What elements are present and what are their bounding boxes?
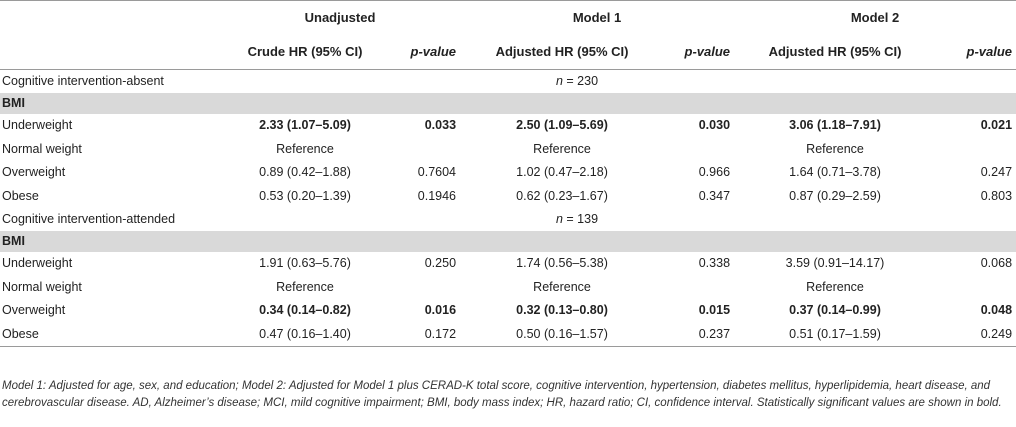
row-label: Normal weight xyxy=(2,279,82,294)
cell xyxy=(390,276,460,300)
cell: Reference xyxy=(276,279,334,294)
group-label: BMI xyxy=(0,231,220,252)
cell xyxy=(664,276,734,300)
cell: 3.06 (1.18–7.91) xyxy=(789,118,881,132)
cell: 0.048 xyxy=(980,303,1013,317)
table-row: Underweight 1.91 (0.63–5.76) 0.250 1.74 … xyxy=(0,252,1016,276)
cell: 1.74 (0.56–5.38) xyxy=(516,256,608,270)
row-label: Normal weight xyxy=(2,141,82,156)
group-row: BMI xyxy=(0,231,1016,252)
empty-corner-2 xyxy=(0,35,220,70)
cell: 1.64 (0.71–3.78) xyxy=(789,165,881,179)
section-title: Cognitive intervention-attended xyxy=(2,212,176,226)
cell: 0.7604 xyxy=(417,165,457,179)
table-row: Overweight 0.89 (0.42–1.88) 0.7604 1.02 … xyxy=(0,161,1016,185)
cell: 1.02 (0.47–2.18) xyxy=(516,165,608,179)
section-title-row: Cognitive intervention-absent n = 230 xyxy=(0,70,1016,94)
cell: 0.803 xyxy=(980,188,1013,203)
cell: 0.347 xyxy=(698,188,731,203)
column-header-row: Crude HR (95% CI) p-value Adjusted HR (9… xyxy=(0,35,1016,70)
section-title-row: Cognitive intervention-attended n = 139 xyxy=(0,208,1016,231)
cell: 0.015 xyxy=(698,303,731,317)
cell: 0.237 xyxy=(664,322,735,347)
table-row: Underweight 2.33 (1.07–5.09) 0.033 2.50 … xyxy=(0,114,1016,138)
cell: Reference xyxy=(276,141,334,156)
row-label: Overweight xyxy=(2,303,66,317)
row-label: Obese xyxy=(2,188,39,203)
sample-size: n = 230 xyxy=(555,74,599,88)
cell: 0.34 (0.14–0.82) xyxy=(259,303,351,317)
cell: 2.33 (1.07–5.09) xyxy=(259,118,351,132)
cell: 0.338 xyxy=(698,256,731,270)
table-row: Normal weight Reference Reference Refere… xyxy=(0,138,1016,162)
cell: 1.91 (0.63–5.76) xyxy=(259,256,351,270)
cell: 3.59 (0.91–14.17) xyxy=(785,256,885,270)
col-p-value-1: p-value xyxy=(390,35,461,70)
cell: 0.51 (0.17–1.59) xyxy=(734,322,937,347)
cell: 0.016 xyxy=(424,303,457,317)
group-header-row: Unadjusted Model 1 Model 2 xyxy=(0,0,1016,36)
cell: 0.068 xyxy=(980,256,1013,270)
cell: 0.53 (0.20–1.39) xyxy=(259,188,351,203)
cell: Reference xyxy=(806,279,864,294)
row-label: Underweight xyxy=(2,118,73,132)
cell xyxy=(936,138,1016,162)
cell: Reference xyxy=(533,279,591,294)
cell: 0.247 xyxy=(980,165,1013,179)
cell: 0.1946 xyxy=(417,188,457,203)
results-table: Unadjusted Model 1 Model 2 Crude HR (95%… xyxy=(0,0,1016,347)
cell: 0.32 (0.13–0.80) xyxy=(516,303,608,317)
cell: 0.021 xyxy=(980,118,1013,132)
col-adjusted-hr-2: Adjusted HR (95% CI) xyxy=(734,35,937,70)
cell xyxy=(390,138,460,162)
row-label: Underweight xyxy=(2,256,73,270)
col-crude-hr: Crude HR (95% CI) xyxy=(220,35,390,70)
cell: Reference xyxy=(806,141,864,156)
cell: 0.50 (0.16–1.57) xyxy=(460,322,665,347)
group-label: BMI xyxy=(0,93,220,114)
table-footnote: Model 1: Adjusted for age, sex, and educ… xyxy=(2,380,1002,409)
col-adjusted-hr-1: Adjusted HR (95% CI) xyxy=(460,35,665,70)
cell: 0.966 xyxy=(698,165,731,179)
cell: 0.033 xyxy=(424,118,457,132)
table-row: Overweight 0.34 (0.14–0.82) 0.016 0.32 (… xyxy=(0,299,1016,323)
group-header-model-2: Model 2 xyxy=(850,10,900,25)
cell: 0.249 xyxy=(936,322,1016,347)
cell: Reference xyxy=(533,141,591,156)
cell: 0.250 xyxy=(424,256,457,270)
cell: 0.030 xyxy=(698,118,731,132)
cell xyxy=(664,138,734,162)
col-p-value-2: p-value xyxy=(664,35,735,70)
cell: 2.50 (1.09–5.69) xyxy=(516,118,608,132)
group-row: BMI xyxy=(0,93,1016,114)
table-row: Obese 0.53 (0.20–1.39) 0.1946 0.62 (0.23… xyxy=(0,185,1016,209)
group-header-unadjusted: Unadjusted xyxy=(304,10,376,25)
table-row: Obese 0.47 (0.16–1.40) 0.172 0.50 (0.16–… xyxy=(0,322,1016,347)
cell: 0.62 (0.23–1.67) xyxy=(516,188,608,203)
empty-corner xyxy=(0,1,220,36)
table-row: Normal weight Reference Reference Refere… xyxy=(0,276,1016,300)
section-title: Cognitive intervention-absent xyxy=(2,74,164,88)
cell: 0.87 (0.29–2.59) xyxy=(789,188,881,203)
col-p-value-3: p-value xyxy=(936,35,1016,70)
row-label: Obese xyxy=(0,322,220,347)
group-header-model-1: Model 1 xyxy=(572,10,622,25)
cell: 0.37 (0.14–0.99) xyxy=(789,303,881,317)
cell: 0.172 xyxy=(390,322,461,347)
cell xyxy=(936,276,1016,300)
cell: 0.47 (0.16–1.40) xyxy=(220,322,390,347)
row-label: Overweight xyxy=(2,165,66,179)
sample-size: n = 139 xyxy=(555,212,599,226)
cell: 0.89 (0.42–1.88) xyxy=(259,165,351,179)
